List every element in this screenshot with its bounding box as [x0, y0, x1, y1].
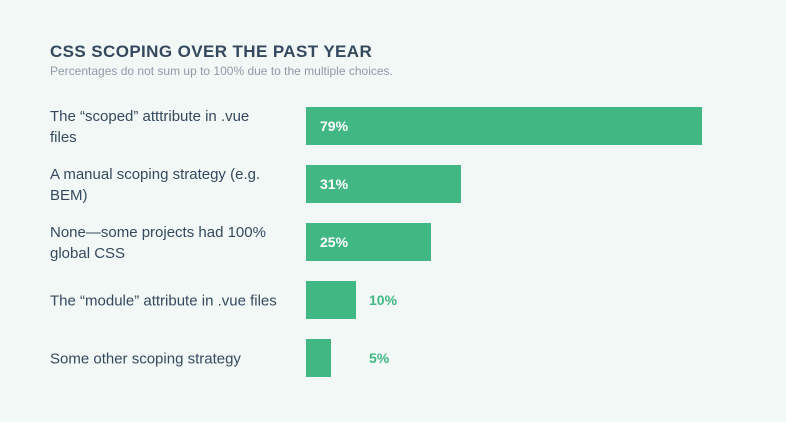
- bar-row: The “module” attribute in .vue files 10%: [0, 281, 786, 321]
- bar-row: The “scoped” atttribute in .vue files 79%: [0, 107, 786, 147]
- category-label: Some other scoping strategy: [50, 350, 241, 368]
- value-label: 25%: [320, 234, 349, 250]
- category-label: The “scoped” atttribute in .vue files: [50, 108, 250, 146]
- bar: [306, 107, 702, 145]
- value-label: 5%: [369, 350, 390, 366]
- chart-subtitle: Percentages do not sum up to 100% due to…: [50, 64, 393, 78]
- bar: [306, 339, 332, 377]
- bar-row: A manual scoping strategy (e.g. BEM) 31%: [0, 165, 786, 205]
- bar-row: None—some projects had 100% global CSS 25…: [0, 223, 786, 263]
- category-label: The “module” attribute in .vue files: [50, 292, 277, 310]
- category-label: None—some projects had 100% global CSS: [50, 224, 266, 262]
- bar: [306, 165, 462, 203]
- chart-title: CSS SCOPING OVER THE PAST YEAR: [50, 42, 373, 61]
- bar: [306, 223, 432, 261]
- bar: [306, 281, 357, 319]
- bar-row: Some other scoping strategy 5%: [0, 339, 786, 379]
- value-label: 79%: [320, 118, 349, 134]
- value-label: 31%: [320, 176, 349, 192]
- category-label: A manual scoping strategy (e.g. BEM): [50, 166, 261, 204]
- value-label: 10%: [369, 292, 398, 308]
